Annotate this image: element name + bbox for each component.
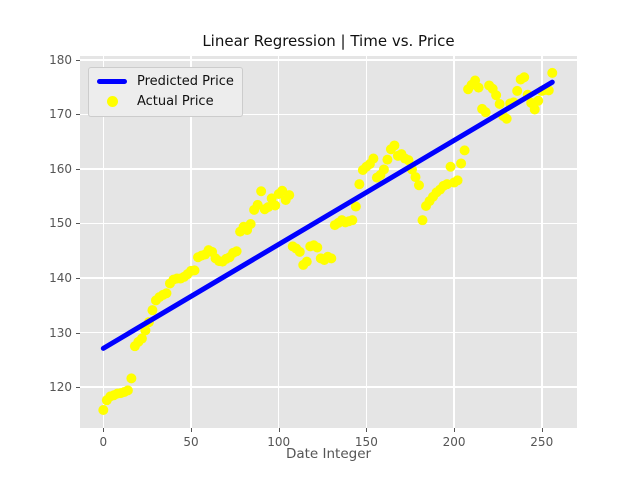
x-tick-mark	[454, 428, 456, 432]
scatter-point	[270, 200, 281, 211]
scatter-point	[491, 90, 502, 101]
x-tick-label: 100	[267, 435, 291, 449]
x-tick-label: 0	[99, 435, 108, 449]
scatter-point	[410, 172, 421, 183]
scatter-point	[512, 85, 523, 96]
scatter-point	[529, 104, 540, 115]
gridline-horizontal	[80, 386, 577, 388]
scatter-point	[122, 385, 133, 396]
scatter-point	[326, 253, 337, 264]
y-tick-mark	[76, 114, 80, 116]
gridline-horizontal	[80, 59, 577, 61]
scatter-point	[350, 201, 361, 212]
scatter-point	[231, 246, 242, 257]
y-tick-mark	[76, 278, 80, 279]
y-tick-mark	[76, 168, 80, 170]
scatter-point	[189, 265, 200, 276]
scatter-point	[147, 305, 158, 316]
y-tick-label: 160	[49, 161, 72, 176]
y-tick-mark	[76, 332, 80, 334]
y-tick-mark	[76, 387, 80, 389]
scatter-point	[547, 67, 558, 78]
scatter-point	[312, 242, 323, 253]
scatter-point	[136, 333, 147, 344]
scatter-point	[378, 164, 389, 175]
scatter-point	[301, 256, 312, 267]
gridline-horizontal	[80, 222, 577, 225]
x-tick-mark	[103, 428, 105, 432]
gridline-horizontal	[80, 277, 577, 279]
scatter-point	[256, 186, 267, 197]
scatter-point	[452, 175, 463, 186]
scatter-point	[533, 95, 544, 106]
scatter-point	[459, 145, 470, 156]
legend-line-swatch-icon	[95, 78, 129, 84]
scatter-point	[347, 215, 358, 226]
chart-canvas	[98, 67, 558, 415]
scatter-point	[473, 82, 484, 93]
legend: Predicted Price Actual Price	[88, 67, 243, 117]
scatter-point	[161, 288, 172, 299]
scatter-point	[413, 180, 424, 191]
gridline-horizontal	[80, 113, 577, 116]
y-tick-label: 130	[49, 325, 72, 340]
y-tick-mark	[76, 223, 80, 225]
legend-item-actual-price: Actual Price	[95, 91, 234, 111]
x-tick-mark	[366, 428, 368, 432]
gridline-vertical	[453, 56, 455, 428]
scatter-point	[140, 325, 151, 336]
scatter-point	[382, 154, 393, 165]
gridline-vertical	[365, 56, 368, 428]
scatter-point	[98, 405, 109, 415]
legend-item-predicted-price: Predicted Price	[95, 71, 234, 91]
scatter-point	[403, 155, 414, 166]
x-tick-mark	[191, 428, 192, 432]
scatter-point	[294, 246, 305, 257]
scatter-point	[501, 113, 512, 124]
y-tick-mark	[76, 59, 80, 61]
scatter-point	[494, 99, 505, 109]
x-tick-mark	[541, 428, 543, 432]
gridline-vertical	[541, 56, 543, 428]
scatter-point	[245, 219, 256, 229]
scatter-point	[417, 215, 428, 226]
scatter-point	[126, 373, 137, 384]
gridline-horizontal	[80, 168, 577, 170]
y-tick-label: 170	[49, 107, 72, 122]
gridline-vertical	[102, 56, 105, 428]
legend-label: Predicted Price	[137, 73, 234, 89]
scatter-point	[445, 161, 456, 172]
x-axis-label: Date Integer	[285, 446, 372, 462]
scatter-point	[284, 190, 295, 201]
scatter-point	[480, 107, 491, 118]
scatter-point	[368, 153, 379, 164]
chart-title: Linear Regression | Time vs. Price	[202, 32, 455, 50]
plot-area	[80, 56, 577, 428]
scatter-point	[519, 72, 530, 83]
x-tick-label: 50	[183, 435, 199, 449]
legend-label: Actual Price	[137, 93, 214, 109]
x-tick-label: 250	[530, 435, 554, 449]
regression-line	[100, 79, 555, 351]
x-tick-label: 150	[354, 435, 378, 449]
y-tick-label: 180	[49, 52, 72, 67]
y-tick-label: 150	[49, 216, 72, 231]
scatter-point	[456, 158, 467, 169]
legend-dot-swatch-icon	[95, 95, 129, 107]
x-tick-mark	[278, 428, 280, 432]
scatter-point	[354, 179, 365, 190]
y-tick-label: 120	[49, 380, 72, 395]
gridline-vertical	[190, 56, 192, 428]
gridline-horizontal	[80, 331, 577, 334]
scatter-point	[389, 140, 400, 151]
y-tick-label: 140	[49, 271, 72, 285]
x-tick-label: 200	[442, 435, 466, 449]
